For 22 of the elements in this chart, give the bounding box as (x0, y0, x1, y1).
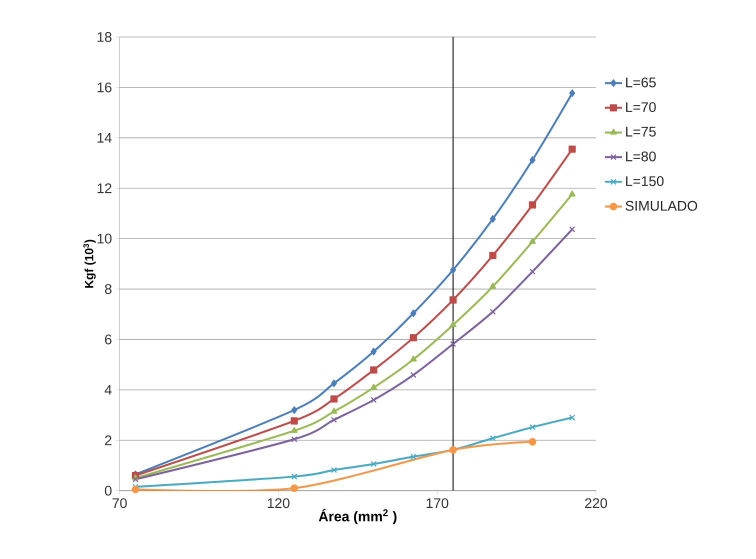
y-tick-label: 10 (98, 234, 112, 244)
y-tick-label: 0 (104, 486, 112, 496)
y-tick-label: 2 (105, 435, 112, 446)
y-axis-title: Kgf (10$^{3}$) (83, 240, 96, 288)
y-tick-label: 14 (98, 133, 112, 143)
y-tick-label: 16 (98, 82, 112, 92)
x-tick-label: 70 (112, 498, 127, 508)
legend-label: SIMULADO (626, 200, 698, 211)
legend-label: L=80 (626, 151, 656, 162)
y-tick-label: 6 (105, 334, 112, 344)
x-tick-label: 170 (426, 498, 448, 508)
y-tick-label: 18 (98, 32, 112, 42)
x-axis-title: Área (mm$^{2}$ ) (318, 508, 397, 524)
x-tick-label: 120 (268, 498, 290, 508)
y-tick-label: 12 (98, 183, 112, 194)
y-tick-label: 4 (104, 385, 112, 395)
x-tick-label: 220 (585, 498, 608, 508)
legend-label: L=70 (626, 102, 656, 112)
legend-label: L=150 (626, 176, 664, 186)
legend-label: L=65 (626, 77, 656, 88)
y-tick-label: 8 (104, 284, 112, 294)
legend-label: L=75 (626, 126, 656, 137)
